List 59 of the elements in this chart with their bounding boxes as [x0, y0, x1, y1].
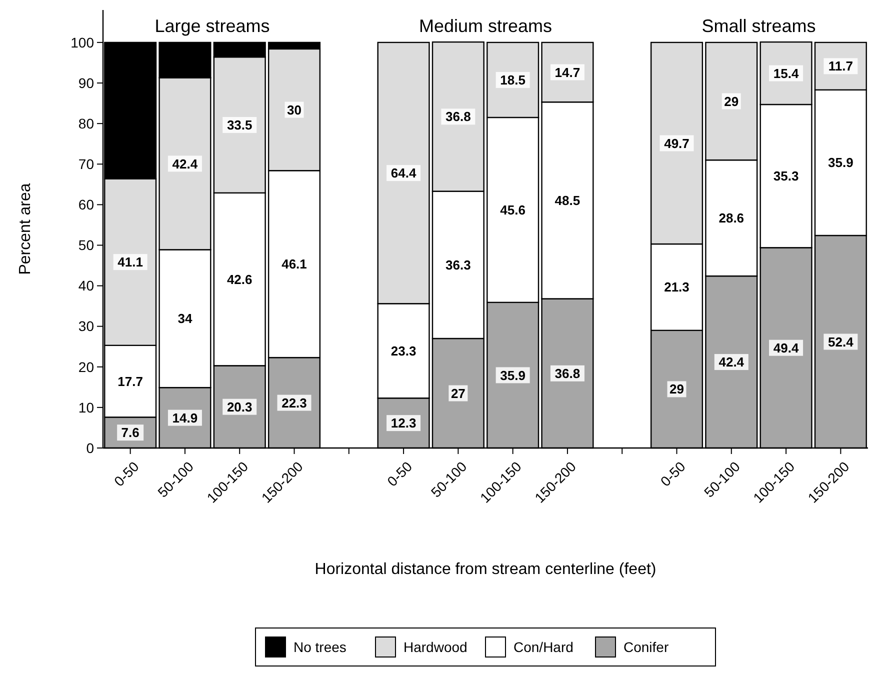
- data-label: 20.3: [226, 399, 252, 414]
- annotation: Large streams: [154, 16, 270, 36]
- data-label: 23.3: [390, 343, 416, 358]
- y-tick-label: 80: [78, 115, 94, 132]
- data-label: 42.4: [172, 156, 198, 172]
- data-label: 30: [287, 102, 302, 118]
- data-label: 36.3: [446, 257, 471, 272]
- data-label: 42.6: [226, 272, 252, 287]
- data-label: 27: [450, 386, 466, 401]
- data-label: 14.7: [554, 64, 580, 80]
- data-label: 12.3: [390, 416, 416, 431]
- data-label: 48.5: [554, 192, 580, 208]
- annotation: Medium streams: [418, 16, 552, 36]
- data-label: 17.7: [118, 374, 143, 389]
- y-tick-label: 20: [78, 358, 94, 375]
- legend-label: No trees: [294, 638, 346, 655]
- y-tick-label: 40: [78, 278, 94, 294]
- data-label: 46.1: [282, 256, 307, 272]
- y-tick-label: 0: [86, 440, 94, 456]
- y-tick-label: 100: [70, 34, 94, 50]
- data-label: 64.4: [390, 166, 417, 181]
- data-label: 29: [724, 94, 739, 109]
- data-label: 52.4: [828, 334, 854, 350]
- data-label: 35.3: [773, 168, 799, 184]
- data-label: 28.6: [718, 210, 744, 226]
- data-label: 18.5: [500, 72, 526, 88]
- y-tick-label: 10: [78, 399, 94, 416]
- y-axis-title: Percent area: [17, 183, 34, 275]
- data-label: 15.4: [773, 66, 800, 81]
- data-label: 29: [670, 382, 684, 397]
- data-label: 35.9: [828, 155, 854, 170]
- y-tick-label: 30: [78, 318, 94, 334]
- data-label: 14.9: [172, 410, 198, 426]
- data-label: 35.9: [500, 368, 526, 383]
- data-label: 41.1: [118, 254, 143, 270]
- data-label: 49.7: [664, 136, 690, 151]
- data-label: 36.8: [554, 366, 580, 381]
- data-label: 7.6: [121, 425, 140, 440]
- annotation: Small streams: [702, 16, 816, 36]
- data-label: 36.8: [446, 109, 471, 124]
- x-tick-label: 0-50: [657, 458, 688, 490]
- data-label: 21.3: [664, 280, 690, 295]
- data-label: 49.4: [773, 340, 800, 356]
- y-tick-label: 50: [78, 237, 94, 254]
- legend-label: Conifer: [624, 638, 669, 655]
- x-axis-title: Horizontal distance from stream centerline (feet): [314, 561, 656, 578]
- data-label: 42.4: [718, 354, 745, 370]
- x-tick-label: 0-50: [384, 458, 416, 490]
- legend-label: Con/Hard: [514, 638, 574, 655]
- data-label: 34: [178, 311, 193, 326]
- data-label: 22.3: [282, 395, 307, 410]
- y-tick-label: 90: [78, 74, 94, 91]
- x-tick-label: 0-50: [110, 458, 142, 490]
- data-label: 11.7: [828, 58, 853, 74]
- data-label: 33.5: [226, 118, 252, 133]
- y-tick-label: 60: [78, 196, 94, 213]
- legend-label: Hardwood: [404, 638, 468, 655]
- data-label: 45.6: [500, 202, 526, 218]
- y-tick-label: 70: [78, 156, 94, 172]
